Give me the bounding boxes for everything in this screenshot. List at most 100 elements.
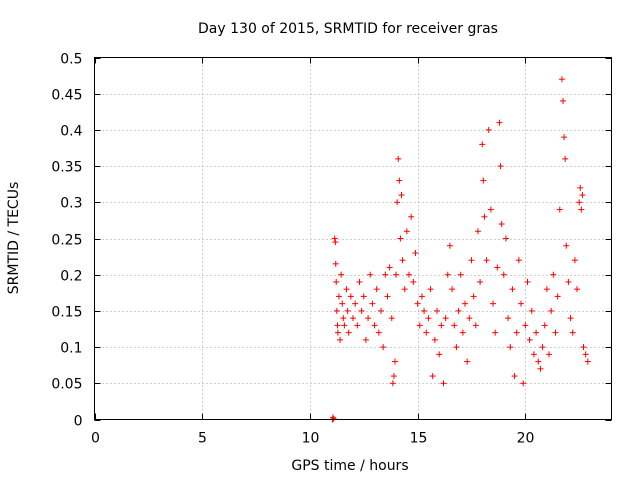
data-point [483,257,490,264]
data-point [384,293,391,300]
data-point [378,307,385,314]
data-point [567,315,574,322]
data-point [526,336,533,343]
data-point [389,380,396,387]
data-point [358,307,365,314]
data-point [339,300,346,307]
y-tick-label: 0.3 [60,196,82,212]
data-point [485,126,492,133]
data-point [546,351,553,358]
data-point [530,351,537,358]
data-point [481,213,488,220]
data-point [334,329,341,336]
data-point [429,373,436,380]
data-point [438,322,445,329]
data-point [528,307,535,314]
data-point [541,322,548,329]
data-point [561,134,568,141]
y-tick-label: 0.25 [51,233,82,249]
data-point [479,141,486,148]
data-point [497,163,504,170]
data-point [365,315,372,322]
data-point [393,271,400,278]
data-point [464,358,471,365]
data-point [395,155,402,162]
data-point [427,286,434,293]
data-point [412,249,419,256]
data-point [576,199,583,206]
data-point [502,235,509,242]
data-point [505,315,512,322]
data-point [442,315,449,322]
data-point [560,97,567,104]
data-point [451,322,458,329]
data-point [535,358,542,365]
data-point [335,293,342,300]
data-point [418,293,425,300]
data-point [446,242,453,249]
data-point [498,221,505,228]
data-point [333,307,340,314]
y-tick-label: 0.4 [60,124,82,140]
data-point [563,242,570,249]
data-point [425,315,432,322]
data-point [522,322,529,329]
data-point [434,307,441,314]
data-point [554,293,561,300]
data-point [518,300,525,307]
data-points [329,76,591,423]
data-point [410,278,417,285]
data-point [337,336,344,343]
data-point [474,228,481,235]
data-point [388,315,395,322]
data-point [386,264,393,271]
data-point [360,293,367,300]
x-tick-label: 5 [198,431,207,447]
data-point [556,206,563,213]
data-point [539,344,546,351]
data-point [330,415,337,422]
data-point [369,300,376,307]
x-tick-label: 10 [302,431,320,447]
y-tick-label: 0.5 [60,52,82,68]
data-point [333,278,340,285]
data-point [487,206,494,213]
data-point [468,257,475,264]
data-point [332,239,339,246]
y-tick-label: 0 [74,414,83,430]
data-point [350,315,356,322]
data-point [515,257,522,264]
data-point [332,260,339,267]
data-point [416,322,423,329]
data-point [565,278,572,285]
data-point [492,329,499,336]
data-point [496,119,503,126]
data-point [457,271,464,278]
data-point [396,177,403,184]
data-point [444,271,451,278]
data-point [579,192,586,199]
data-point [362,336,369,343]
data-point [470,293,477,300]
data-point [509,286,516,293]
y-tick-label: 0.15 [51,305,82,321]
data-point [466,315,473,322]
data-point [472,322,479,329]
data-point [354,322,361,329]
data-point [571,257,578,264]
data-point [558,76,565,83]
data-point [440,380,447,387]
data-point [340,315,347,322]
plot-frame [94,57,612,420]
data-point [356,278,363,285]
data-point [582,351,589,358]
data-point [580,344,587,351]
data-point [398,192,405,199]
data-point [562,155,569,162]
data-point [537,365,544,372]
data-point [550,271,557,278]
grid [94,57,612,420]
data-point [584,358,591,365]
data-point [455,307,462,314]
